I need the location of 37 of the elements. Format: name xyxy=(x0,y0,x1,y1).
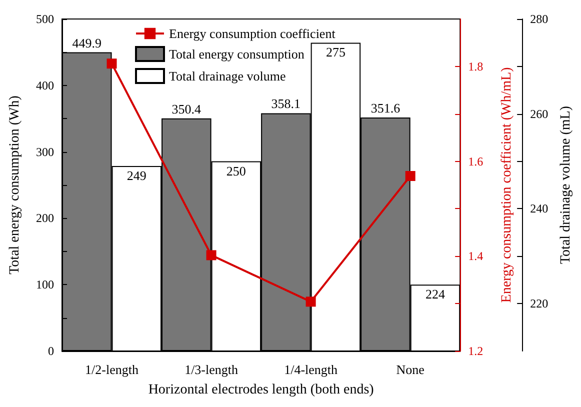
data-label: 449.9 xyxy=(72,35,102,50)
x-tick-label: 1/2-length xyxy=(85,362,139,377)
y-tick-label: 0 xyxy=(48,344,54,358)
data-label: 275 xyxy=(326,44,346,60)
data-label: 351.6 xyxy=(370,100,401,116)
y3-tick-label: 240 xyxy=(530,202,548,216)
x-axis-title: Horizontal electrodes length (both ends) xyxy=(148,382,374,398)
y2-tick-label: 1.2 xyxy=(468,344,484,358)
x-tick-label: 1/3-length xyxy=(184,362,239,377)
data-label: 224 xyxy=(425,286,446,302)
data-label: 358.1 xyxy=(271,96,301,112)
y-axis-title: Total energy consumption (Wh) xyxy=(8,95,22,274)
y3-tick-label: 280 xyxy=(530,12,548,26)
legend-label: Energy consumption coefficient xyxy=(169,26,336,41)
point xyxy=(306,296,316,307)
point xyxy=(206,250,216,260)
y-tick-label: 400 xyxy=(36,78,54,92)
point xyxy=(405,170,416,181)
x-tick-label: 1/4-length xyxy=(284,362,338,377)
y-tick-label: 200 xyxy=(36,211,54,226)
point xyxy=(106,58,117,69)
x-tick-label: None xyxy=(396,362,425,377)
y3-axis-title: Total drainage volume (mL) xyxy=(558,106,574,264)
y-tick-label: 500 xyxy=(36,12,54,26)
y2-tick-label: 1.8 xyxy=(468,59,484,74)
y-tick-label: 100 xyxy=(36,278,54,292)
y2-tick-label: 1.4 xyxy=(468,249,484,264)
data-label: 249 xyxy=(126,168,146,184)
y3-tick-label: 260 xyxy=(530,106,548,121)
data-label: 250 xyxy=(226,163,246,178)
y2-tick-label: 1.6 xyxy=(468,154,484,168)
legend-label: Total energy consumption xyxy=(169,46,305,62)
legend-label: Total drainage volume xyxy=(169,68,286,84)
y3-tick-label: 220 xyxy=(530,296,548,311)
data-label: 350.4 xyxy=(172,101,202,116)
y2-axis-title: Energy consumption coefficient (Wh/mL) xyxy=(500,66,515,303)
y-tick-label: 300 xyxy=(36,144,54,159)
